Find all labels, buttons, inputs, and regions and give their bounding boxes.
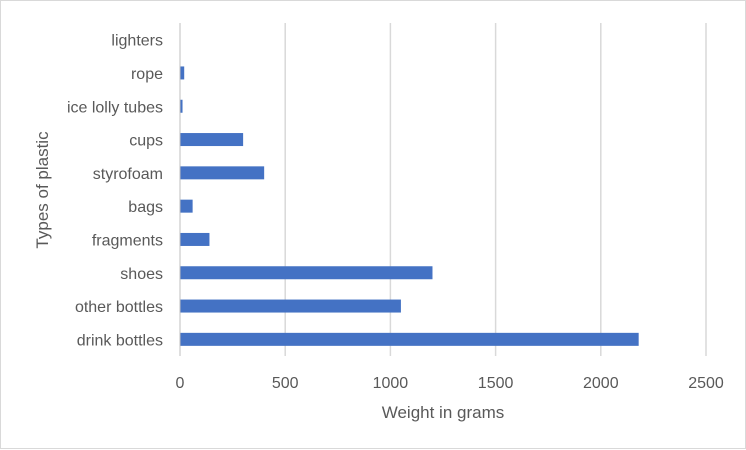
- x-tick-labels: 0 500 1000 1500 2000 2500: [176, 375, 724, 392]
- y-tick-label: shoes: [120, 266, 163, 283]
- bars: [180, 66, 639, 346]
- bar-shoes: [180, 266, 433, 280]
- x-tick-label: 2000: [583, 375, 619, 392]
- bar-other-bottles: [180, 299, 401, 313]
- y-tick-labels: drink bottles other bottles shoes fragments…: [67, 33, 163, 350]
- y-axis-title: Types of plastic: [33, 131, 52, 249]
- bar-bags: [180, 199, 193, 213]
- bar-ice-lolly-tubes: [180, 99, 183, 113]
- x-tick-label: 2500: [688, 375, 724, 392]
- bar-rope: [180, 66, 185, 80]
- y-tick-label: lighters: [111, 33, 163, 50]
- y-tick-label: fragments: [92, 232, 163, 249]
- y-tick-label: styrofoam: [93, 166, 163, 183]
- bar-cups: [180, 133, 244, 147]
- x-tick-label: 1000: [373, 375, 409, 392]
- bar-fragments: [180, 232, 210, 246]
- bar-drink-bottles: [180, 332, 639, 346]
- y-tick-label: rope: [131, 66, 163, 83]
- y-tick-label: bags: [128, 199, 163, 216]
- x-tick-label: 0: [176, 375, 185, 392]
- y-tick-label: drink bottles: [77, 332, 163, 349]
- bar-styrofoam: [180, 166, 265, 180]
- x-tick-label: 500: [272, 375, 299, 392]
- y-tick-label: ice lolly tubes: [67, 99, 163, 116]
- x-tick-label: 1500: [478, 375, 514, 392]
- y-tick-label: cups: [129, 133, 163, 150]
- y-tick-label: other bottles: [75, 299, 163, 316]
- x-axis-title: Weight in grams: [382, 403, 505, 422]
